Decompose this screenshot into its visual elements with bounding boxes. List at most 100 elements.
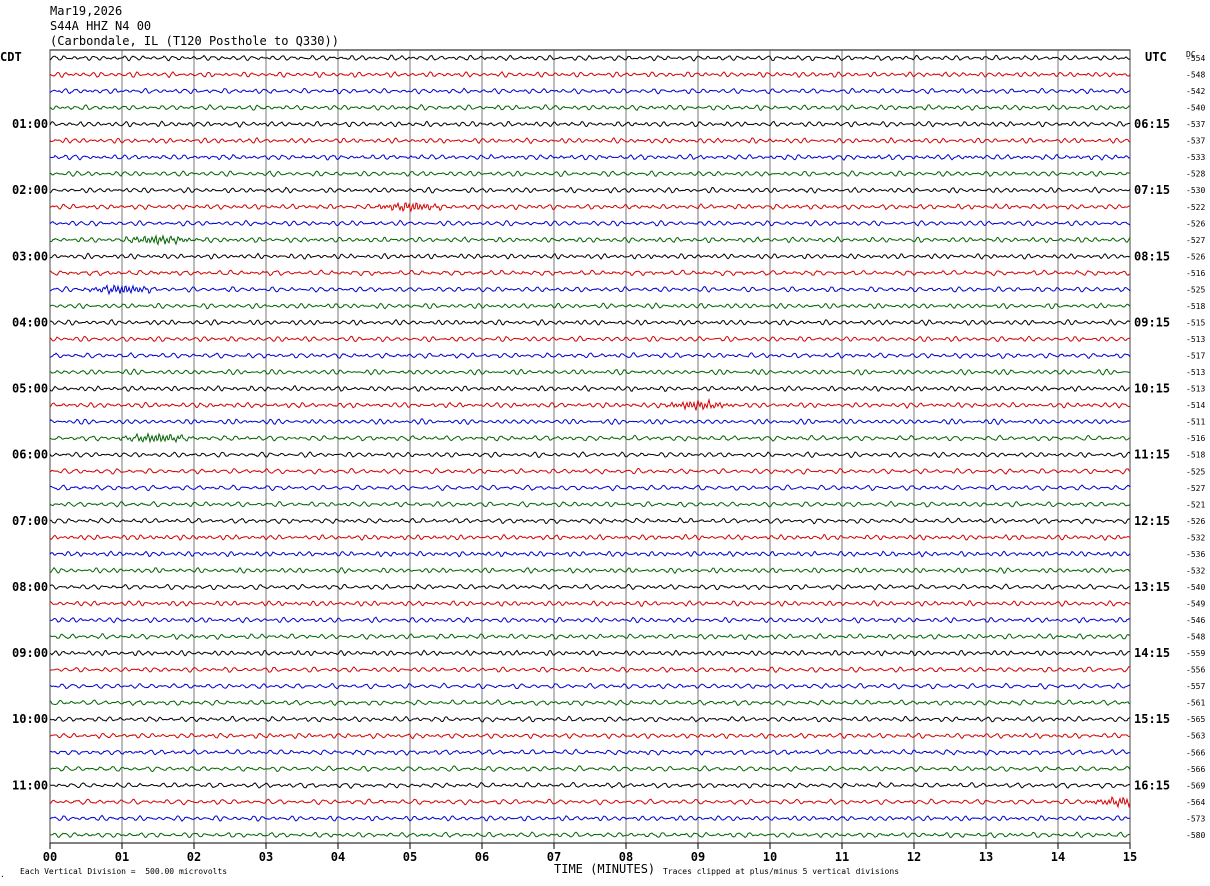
- trace-line: [49, 814, 1131, 822]
- trace-line: [49, 384, 1131, 392]
- plot-frame: [49, 49, 1131, 844]
- x-axis-title: TIME (MINUTES): [554, 862, 656, 876]
- dc-offset-label: -548: [1186, 71, 1205, 80]
- left-hour-label: 07:00: [12, 514, 48, 528]
- x-tick-label: 09: [691, 850, 705, 864]
- left-hour-label: 09:00: [12, 646, 48, 660]
- dc-offset-label: -517: [1186, 352, 1205, 361]
- trace-line: [49, 583, 1131, 591]
- left-hour-label: 01:00: [12, 117, 48, 131]
- dc-offset-label: -527: [1186, 484, 1205, 493]
- trace-line: [49, 87, 1131, 95]
- dc-offset-label: -526: [1186, 517, 1205, 526]
- dc-offset-label: -542: [1186, 87, 1205, 96]
- trace-line: [49, 252, 1131, 260]
- trace-line: [49, 748, 1131, 756]
- trace-line: [49, 599, 1131, 608]
- trace-line: [49, 632, 1131, 641]
- trace-line: [49, 699, 1131, 707]
- dc-offset-label: -580: [1186, 831, 1205, 840]
- trace-line: [49, 234, 1131, 246]
- dc-offset-label: -513: [1186, 335, 1205, 344]
- dc-offset-label: -548: [1186, 633, 1205, 642]
- trace-line: [49, 500, 1131, 508]
- dc-offset-label: -557: [1186, 682, 1205, 691]
- trace-line: [49, 70, 1131, 79]
- trace-line: [49, 432, 1131, 444]
- right-hour-label: 07:15: [1134, 183, 1170, 197]
- x-tick-label: 08: [619, 850, 633, 864]
- x-tick-label: 03: [259, 850, 273, 864]
- x-tick-label: 07: [547, 850, 561, 864]
- dc-offset-label: -569: [1186, 781, 1205, 790]
- right-hour-label: 16:15: [1134, 778, 1170, 792]
- dc-offset-label: -537: [1186, 120, 1205, 129]
- dc-offset-label: -526: [1186, 219, 1205, 228]
- dc-offset-label: -533: [1186, 153, 1205, 162]
- dc-offset-label: -573: [1186, 814, 1205, 823]
- dc-offset-label: -516: [1186, 269, 1205, 278]
- x-tick-label: 04: [331, 850, 345, 864]
- x-tick-label: 06: [475, 850, 489, 864]
- left-timezone-label: CDT: [0, 50, 22, 64]
- left-hour-label: 03:00: [12, 249, 48, 263]
- trace-line: [49, 795, 1131, 809]
- trace-line: [49, 104, 1131, 111]
- right-hour-label: 14:15: [1134, 646, 1170, 660]
- dc-offset-label: -530: [1186, 186, 1205, 195]
- dc-offset-label: -516: [1186, 434, 1205, 443]
- dc-offset-label: -513: [1186, 368, 1205, 377]
- dc-offset-label: -566: [1186, 765, 1205, 774]
- dc-offset-label: -537: [1186, 137, 1205, 146]
- x-tick-label: 05: [403, 850, 417, 864]
- x-tick-label: 01: [115, 850, 129, 864]
- dc-offset-label: -566: [1186, 748, 1205, 757]
- trace-line: [49, 153, 1131, 161]
- clip-note: Traces clipped at plus/minus 5 vertical …: [663, 867, 900, 876]
- dc-offset-label: -536: [1186, 550, 1205, 559]
- dc-offset-label: -522: [1186, 203, 1205, 212]
- left-hour-label: 04:00: [12, 315, 48, 329]
- trace-line: [49, 781, 1131, 790]
- plot-date: Mar19,2026: [50, 4, 123, 18]
- left-hour-label: 05:00: [12, 382, 48, 396]
- trace-line: [49, 467, 1131, 475]
- x-tick-label: 02: [187, 850, 201, 864]
- trace-line: [49, 201, 1131, 213]
- x-tick-label: 13: [979, 850, 993, 864]
- dc-offset-label: -556: [1186, 666, 1205, 675]
- trace-line: [49, 269, 1131, 277]
- trace-line: [49, 665, 1131, 673]
- dc-offset-label: -532: [1186, 533, 1205, 542]
- trace-line: [49, 54, 1131, 62]
- right-hour-label: 06:15: [1134, 117, 1170, 131]
- right-hour-label: 13:15: [1134, 580, 1170, 594]
- trace-line: [49, 170, 1131, 178]
- right-hour-label: 08:15: [1134, 249, 1170, 263]
- trace-line: [49, 219, 1131, 227]
- trace-line: [49, 335, 1131, 343]
- dc-offset-label: -565: [1186, 715, 1205, 724]
- dc-offset-label: -563: [1186, 732, 1205, 741]
- left-hour-label: 06:00: [12, 448, 48, 462]
- trace-line: [49, 318, 1131, 327]
- trace-line: [49, 765, 1131, 773]
- right-hour-label: 10:15: [1134, 382, 1170, 396]
- trace-line: [49, 732, 1131, 740]
- dc-offset-label: -546: [1186, 616, 1205, 625]
- dc-offset-label: -540: [1186, 583, 1205, 592]
- dc-offset-label: -525: [1186, 285, 1205, 294]
- trace-line: [49, 831, 1131, 839]
- trace-line: [49, 302, 1131, 310]
- dc-offset-label: -518: [1186, 302, 1205, 311]
- scale-note: Each Vertical Division = 500.00 microvol…: [20, 867, 228, 876]
- dc-offset-label: -554: [1186, 54, 1205, 63]
- trace-line: [49, 283, 1131, 296]
- dc-offset-label: -513: [1186, 385, 1205, 394]
- trace-line: [49, 397, 1131, 411]
- right-timezone-label: UTC: [1145, 50, 1167, 64]
- dc-offset-label: -540: [1186, 104, 1205, 113]
- trace-line: [49, 186, 1131, 194]
- left-hour-label: 02:00: [12, 183, 48, 197]
